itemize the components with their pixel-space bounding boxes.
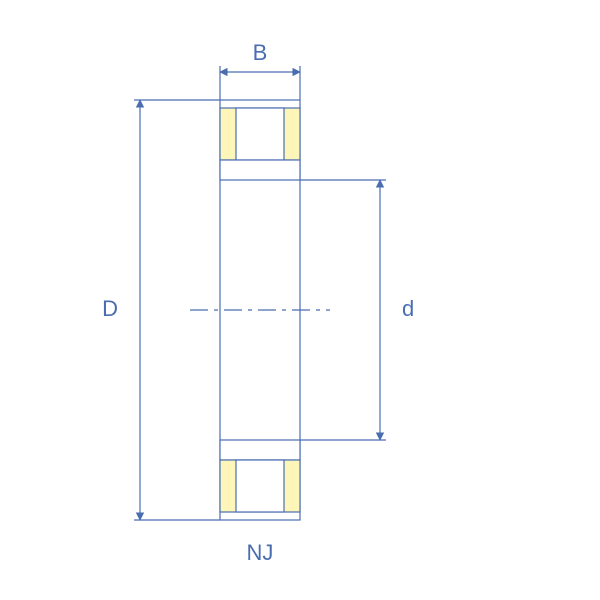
label-D: D [102,296,118,321]
label-d: d [402,296,414,321]
label-type: NJ [247,540,274,565]
bearing-diagram: D d B NJ [0,0,600,600]
label-B: B [253,40,268,65]
